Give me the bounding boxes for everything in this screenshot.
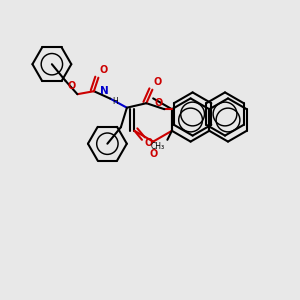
Text: CH₃: CH₃ [151,142,165,151]
Text: O: O [154,77,162,87]
Text: N: N [100,86,109,96]
Text: O: O [68,81,76,91]
Text: O: O [154,98,163,108]
Text: H: H [112,97,118,106]
Text: O: O [100,65,108,75]
Text: O: O [144,138,153,148]
Text: O: O [149,149,157,159]
